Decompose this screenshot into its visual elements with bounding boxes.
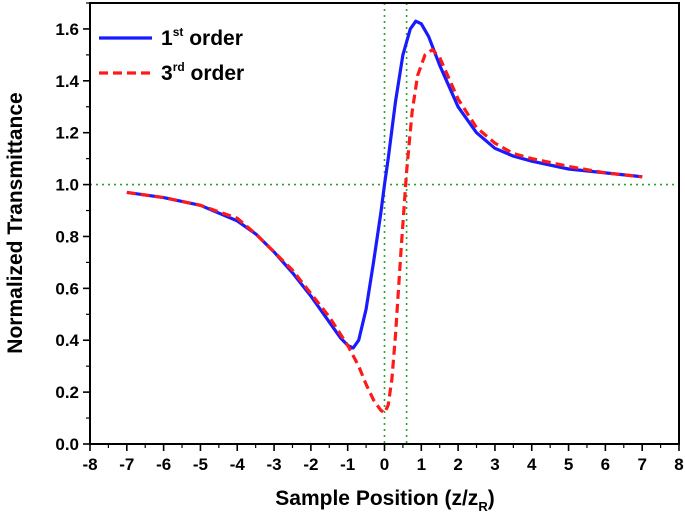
legend-label-0: 1st order [161,25,243,50]
x-tick-label: 5 [564,455,573,474]
x-tick-label: -3 [267,455,282,474]
y-tick-label: 1.0 [55,176,79,195]
x-tick-label: 6 [601,455,610,474]
x-tick-label: 7 [637,455,646,474]
x-tick-label: -1 [340,455,355,474]
y-tick-label: 0.0 [55,435,79,454]
y-tick-label: 0.2 [55,383,79,402]
x-tick-label: 8 [674,455,683,474]
x-tick-label: -2 [303,455,318,474]
x-tick-label: -7 [119,455,134,474]
y-tick-label: 0.8 [55,227,79,246]
x-tick-label: -8 [82,455,97,474]
y-tick-label: 1.6 [55,20,79,39]
legend: 1st order 3rd order [99,25,244,85]
x-tick-label: 4 [527,455,537,474]
x-tick-label: 2 [453,455,462,474]
y-tick-label: 0.4 [55,331,79,350]
x-tick-label: 0 [380,455,389,474]
y-tick-label: 0.6 [55,279,79,298]
legend-label-1: 3rd order [161,60,244,85]
series-line-1 [126,48,643,415]
x-tick-label: -4 [230,455,246,474]
y-axis-title: Normalized Transmittance [4,92,27,353]
x-axis-title: Sample Position (z/zR) [275,487,494,514]
y-tick-label: 1.4 [55,72,79,91]
x-tick-label: 1 [417,455,426,474]
y-tick-label: 1.2 [55,124,79,143]
x-tick-label: 3 [490,455,499,474]
x-tick-label: -5 [193,455,208,474]
x-tick-label: -6 [156,455,171,474]
